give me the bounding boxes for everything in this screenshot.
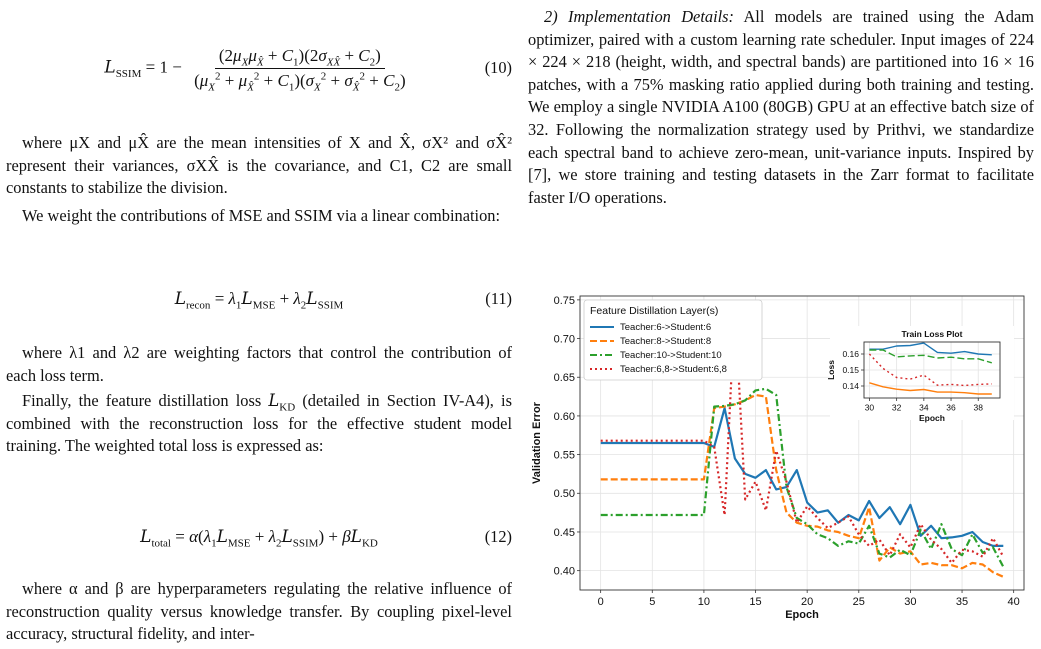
- y-tick-label: 0.45: [554, 527, 575, 539]
- inset-series-line-3: [869, 349, 992, 364]
- x-tick-label: 10: [698, 596, 710, 608]
- series-line-2: [600, 393, 1004, 578]
- kd-loss-symbol: L: [268, 391, 280, 410]
- legend-box: [583, 299, 763, 381]
- inset-y-tick-label: 0.14: [842, 381, 859, 391]
- validation-error-chart: 0 5 10 15 20 25 30 35 40 0.40 0.45 0.50 0.55 0.60 0.65…: [531, 295, 1025, 621]
- paragraph-alpha-beta: where α and β are hyperparameters regula…: [6, 579, 512, 644]
- inset-x-tick-label: 38: [974, 403, 984, 413]
- main-series: [600, 305, 1005, 578]
- y-tick-label: 0.50: [554, 488, 575, 500]
- equation-12: Ltotal = α(λ1LMSE + λ2LSSIM) + βLKD (12): [140, 527, 512, 550]
- y-tick-label: 0.70: [554, 334, 575, 346]
- legend-title: Feature Distillation Layer(s): [590, 305, 718, 317]
- y-axis-label: Validation Error: [531, 401, 543, 484]
- inset-x-tick-label: 32: [892, 403, 902, 413]
- y-tick-label: 0.55: [554, 450, 575, 462]
- legend-entry: Teacher:6->Student:6: [620, 322, 711, 333]
- y-tick-label: 0.40: [554, 566, 575, 578]
- x-tick-label: 15: [749, 596, 761, 608]
- inset-series-line-4: [868, 353, 992, 387]
- inset-series-line-1: [869, 342, 992, 356]
- paragraph-weighting: We weight the contributions of MSE and S…: [22, 206, 501, 225]
- y-tick-label: 0.60: [554, 411, 575, 423]
- equation-number: (12): [484, 527, 512, 546]
- paragraph-ssim-definition: where μX and μX̂ are the mean intensitie…: [6, 133, 512, 198]
- inset-axes-frame: [863, 341, 1001, 399]
- inset-grid: [864, 342, 1000, 398]
- legend-entry: Teacher:6,8->Student:6,8: [620, 364, 727, 375]
- legend-entry: Teacher:8->Student:8: [620, 336, 711, 347]
- x-tick-label: 0: [598, 596, 604, 608]
- equation-11: Lrecon = λ1LMSE + λ2LSSIM (11): [174, 289, 512, 312]
- inset-y-axis-label: Loss: [826, 360, 836, 380]
- equation-number: (11): [485, 289, 512, 308]
- series-line-1: [600, 407, 1004, 547]
- y-tick-label: 0.65: [554, 372, 575, 384]
- inset-axes: 30 32 34 36 38 0.14 0.15 0.16 Epoch Loss Train Los…: [826, 329, 1001, 423]
- x-tick-label: 25: [853, 596, 865, 608]
- x-tick-label: 5: [649, 596, 655, 608]
- inset-x-tick-label: 34: [919, 403, 929, 413]
- inset-x-tick-label: 36: [946, 403, 956, 413]
- main-axes: 0 5 10 15 20 25 30 35 40 0.40 0.45 0.50 0.55 0.60 0.65…: [531, 295, 1025, 621]
- left-column: LSSIM = 1 − (2μXμX̂ + C1)(2σXX̂ + C2) (μ…: [6, 0, 512, 644]
- x-tick-label: 40: [1008, 596, 1020, 608]
- inset-y-tick-label: 0.16: [842, 349, 859, 359]
- x-tick-label: 20: [801, 596, 813, 608]
- legend-entry: Teacher:10->Student:10: [620, 350, 722, 361]
- x-tick-label: 30: [904, 596, 916, 608]
- paragraph-kd-end: (detailed in Section IV-A4), is combined…: [6, 391, 512, 456]
- paragraph-implementation: 2) Implementation Details: All models ar…: [528, 6, 1034, 209]
- inset-x-tick-label: 30: [865, 403, 875, 413]
- train-loss-inset: 30 32 34 36 38 0.14 0.15 0.16 Epoch Loss Train Los…: [826, 326, 1014, 423]
- equation-10: LSSIM = 1 − (2μXμX̂ + C1)(2σXX̂ + C2) (μ…: [104, 45, 512, 93]
- equation-number: (10): [484, 58, 512, 77]
- x-axis-label: Epoch: [785, 609, 819, 621]
- inset-y-tick-label: 0.15: [842, 365, 859, 375]
- paragraph-kd-start: Finally, the feature distillation loss: [22, 391, 262, 410]
- legend: Feature Distillation Layer(s) Teacher:6->…: [583, 299, 763, 381]
- inset-chart-title: Train Loss Plot: [902, 329, 963, 339]
- paragraph-lambda: where λ1 and λ2 are weighting factors th…: [6, 343, 512, 385]
- inset-series: [868, 342, 992, 395]
- implementation-text: All models are trained using the Adam op…: [528, 7, 1034, 207]
- section-heading: 2) Implementation Details:: [544, 7, 735, 26]
- y-tick-label: 0.75: [554, 295, 575, 307]
- inset-series-line-2: [869, 382, 992, 395]
- inset-x-axis-label: Epoch: [919, 413, 945, 423]
- paragraph-feature-distillation: Finally, the feature distillation loss L…: [6, 391, 512, 456]
- x-tick-label: 35: [956, 596, 968, 608]
- axes-frame: [579, 295, 1025, 591]
